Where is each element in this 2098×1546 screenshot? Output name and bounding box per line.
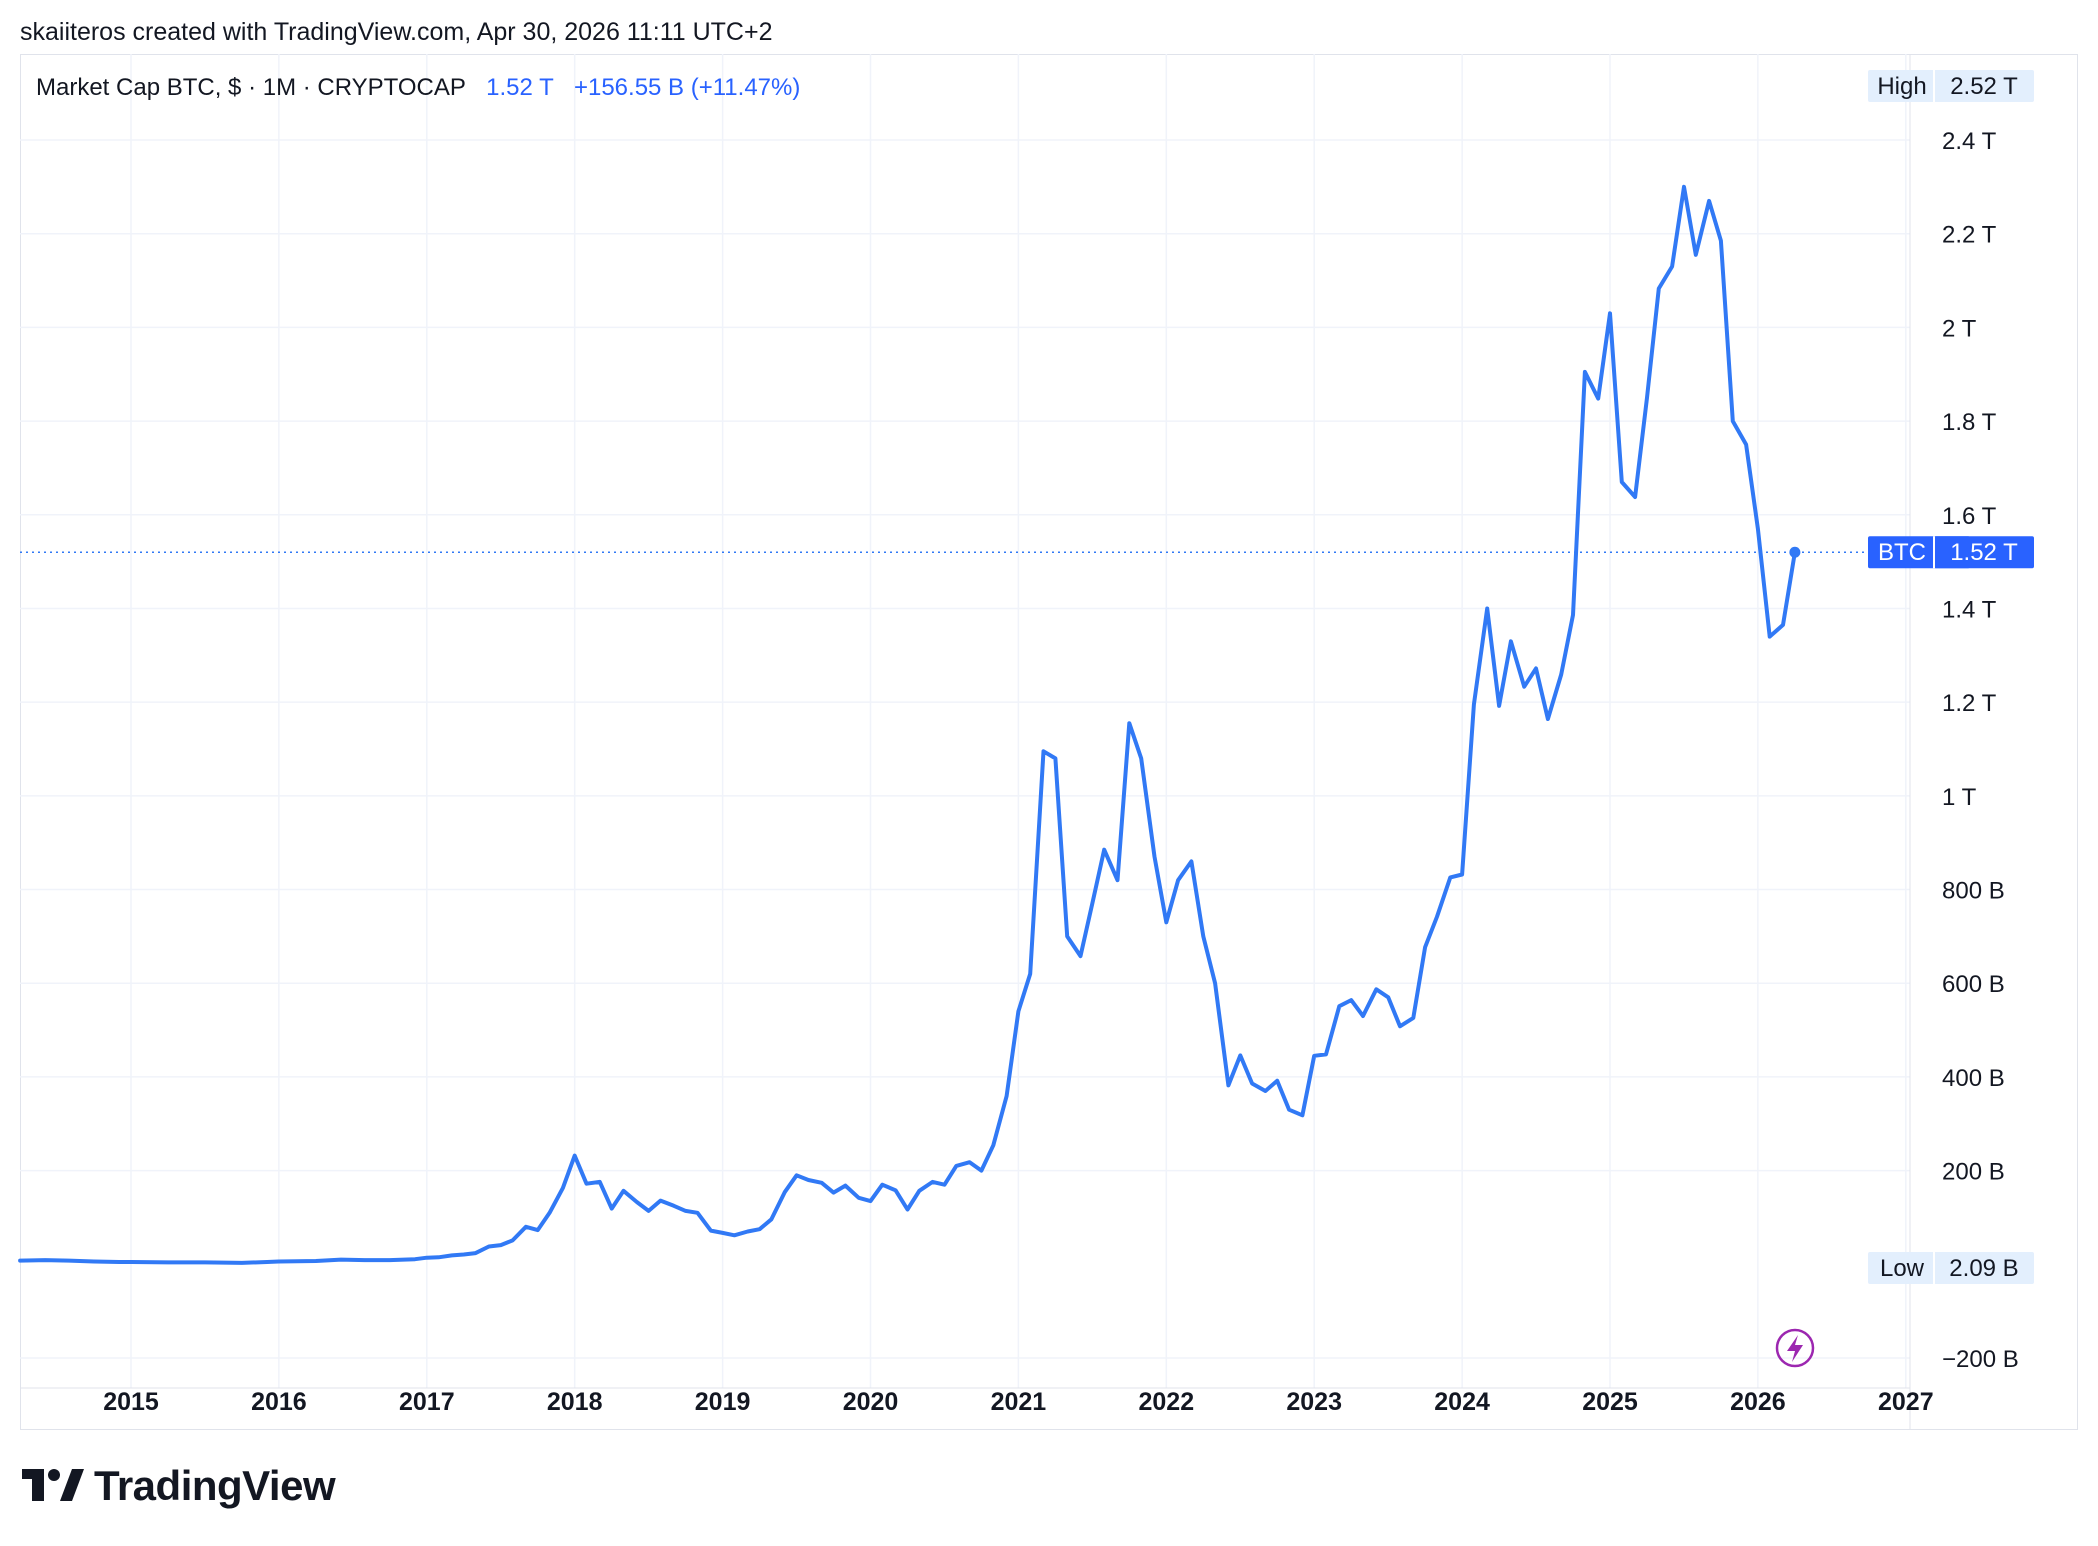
x-tick-label: 2015 [103,1388,159,1416]
high-marker-label: High [1877,73,1926,100]
flash-icon-ring [1775,1328,1815,1368]
last-price-tag-value: 1.52 T [1950,539,2018,566]
x-tick-label: 2019 [695,1388,751,1416]
low-marker-value: 2.09 B [1949,1255,2018,1282]
y-tick-label: 2 T [1942,315,1977,342]
legend-change: +156.55 B (+11.47%) [573,74,801,101]
x-tick-label: 2024 [1434,1388,1490,1416]
y-tick-label: 1 T [1942,784,1977,811]
low-marker: Low 2.09 B [1868,1252,2034,1284]
flash-icon-bolt [1787,1335,1803,1362]
brand-name: TradingView [94,1462,336,1509]
x-tick-label: 2025 [1582,1388,1638,1416]
tradingview-logo-icon [22,1469,84,1501]
last-price-dot [1789,546,1801,558]
btc-market-cap-line [18,184,1797,1265]
low-marker-value-box [1934,1252,2034,1284]
last-price-tag: BTC 1.52 T [1868,536,2034,569]
x-tick-label: 2021 [991,1388,1047,1416]
legend-value: 1.52 T [486,74,554,101]
x-tick-label: 2027 [1878,1388,1934,1416]
author-line: skaiiteros created with TradingView.com,… [20,18,773,46]
y-tick-label: 1.8 T [1942,409,1997,436]
y-tick-label: 800 B [1942,878,2005,905]
y-tick-label: 1.4 T [1942,596,1997,623]
last-price-tag-label: BTC [1878,539,1926,566]
y-tick-label: −200 B [1942,1346,2019,1373]
chart-frame [20,54,2078,1430]
y-tick-label: 400 B [1942,1065,2005,1092]
high-marker: High 2.52 T [1868,70,2034,102]
y-tick-label: 2.4 T [1942,128,1997,155]
x-tick-label: 2016 [251,1388,307,1416]
x-tick-label: 2017 [399,1388,455,1416]
y-tick-label: 2.2 T [1942,222,1997,249]
high-marker-value: 2.52 T [1950,73,2018,100]
y-tick-label: 1.6 T [1942,503,1997,530]
y-tick-label: 200 B [1942,1159,2005,1186]
flash-icon[interactable] [1775,1328,1815,1368]
y-tick-label: 1.2 T [1942,690,1997,717]
high-marker-value-box [1934,70,2034,102]
chart-legend: Market Cap BTC, $ · 1M · CRYPTOCAP 1.52 … [36,74,800,102]
legend-symbol: Market Cap BTC, $ · 1M · CRYPTOCAP [36,74,466,101]
x-tick-label: 2018 [547,1388,603,1416]
x-tick-label: 2020 [843,1388,899,1416]
x-tick-label: 2022 [1138,1388,1194,1416]
last-price-tag-value-box [1934,536,2034,569]
tradingview-brand[interactable]: TradingView [22,1462,336,1510]
low-marker-label: Low [1880,1255,1925,1282]
x-tick-label: 2026 [1730,1388,1786,1416]
y-tick-label: 600 B [1942,971,2005,998]
x-tick-label: 2023 [1286,1388,1342,1416]
